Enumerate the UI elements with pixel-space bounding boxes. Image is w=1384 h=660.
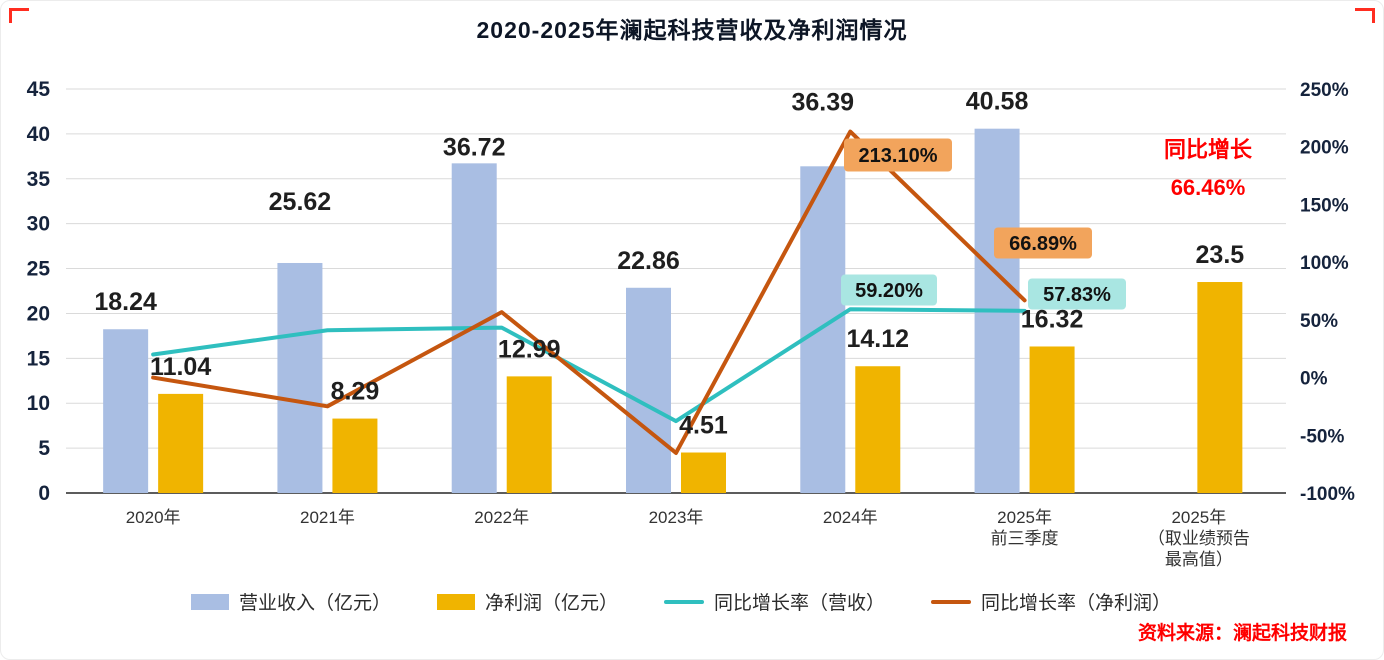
right-axis-tick: 50% [1300,311,1338,332]
callout-label: 57.83% [1043,284,1111,306]
left-axis-tick: 35 [27,168,51,191]
profit-bar [506,376,552,493]
growth-annotation-line1: 同比增长 [1163,137,1252,162]
legend-label-profit-growth: 同比增长率（净利润） [981,593,1172,614]
revenue-value-label: 36.72 [443,133,506,161]
source-note: 资料来源：澜起科技财报 [1137,623,1347,644]
profit-growth-line-swatch [931,599,972,604]
profit-bar [158,393,204,493]
revenue-bar [800,166,846,494]
left-axis-tick: 20 [27,302,50,325]
revenue-growth-line [151,307,1027,424]
legend-item-revenue: 营业收入（亿元） [190,588,391,615]
left-axis-tick: 25 [27,258,51,281]
right-axis-tick: 0% [1300,369,1328,390]
callout-label: 66.89% [1009,233,1077,255]
revenue-value-label: 18.24 [94,288,157,316]
revenue-bar [277,262,323,493]
left-axis-tick: 5 [38,437,50,460]
revenue-value-label: 25.62 [269,188,332,216]
revenue-bar [626,287,671,493]
right-axis-tick: 150% [1300,195,1349,216]
left-axis-tick: 10 [27,392,50,415]
right-axis-tick: -50% [1300,426,1344,447]
revenue-value-label: 36.39 [792,88,855,116]
profit-value-label: 11.04 [150,353,211,381]
left-axis-tick: 0 [38,482,50,505]
crop-mark-top-right-icon [1355,8,1375,23]
legend: 营业收入（亿元） 净利润（亿元） 同比增长率（营收） 同比增长率（净利润） [41,588,1321,615]
profit-bar [1197,282,1243,493]
right-axis-tick: 200% [1300,138,1349,159]
profit-value-label: 23.5 [1196,241,1245,269]
growth-annotation-line2: 66.46% [1170,175,1246,200]
callout-chip [844,138,952,172]
profit-bar [681,452,726,493]
legend-label-revenue-growth: 同比增长率（营收） [714,593,886,614]
chart-title: 2020-2025年澜起科技营收及净利润情况 [476,17,908,43]
revenue-bar [103,329,149,493]
revenue-value-label: 22.86 [617,247,680,275]
profit-bar [332,418,378,493]
legend-label-profit: 净利润（亿元） [484,593,618,614]
profit-value-label: 12.99 [498,335,561,363]
left-axis-tick: 40 [27,123,50,146]
legend-item-revenue-growth: 同比增长率（营收） [664,588,885,615]
revenue-bar-swatch [190,593,229,610]
profit-value-label: 16.32 [1021,305,1084,333]
revenue-value-label: 40.58 [966,88,1029,116]
left-axis-tick: 30 [27,213,50,236]
profit-value-label: 14.12 [847,325,910,353]
category-label: 2020年 [126,508,181,527]
legend-label-revenue: 营业收入（亿元） [238,593,391,614]
category-label: 2021年 [300,508,355,527]
legend-item-profit-growth: 同比增长率（净利润） [931,588,1171,615]
category-label: 2023年 [649,508,704,527]
left-axis-tick: 15 [27,347,51,370]
right-axis-tick: -100% [1300,484,1355,505]
category-label: 2025年前三季度 [991,508,1059,548]
callout-chip [841,274,937,306]
revenue-growth-line-swatch [664,599,704,604]
profit-bar [855,366,901,493]
callout-label: 59.20% [855,280,923,302]
profit-bar-swatch [436,593,475,610]
left-axis-tick: 45 [27,78,51,101]
crop-mark-top-left-icon [9,8,29,23]
callout-label: 213.10% [859,145,938,167]
callout-chip [994,227,1092,259]
legend-item-profit: 净利润（亿元） [436,588,618,615]
category-label: 2022年 [474,508,529,527]
category-label: 2024年 [823,508,878,527]
right-axis-tick: 100% [1300,253,1349,274]
right-axis-tick: 250% [1300,80,1349,101]
category-label: 2025年（取业绩预告最高值） [1148,508,1250,569]
growth-annotation: 同比增长 66.46% [1149,131,1267,207]
profit-value-label: 4.51 [679,412,728,440]
profit-value-label: 8.29 [331,378,380,406]
callout-chip [1028,278,1126,310]
profit-bar [1029,346,1075,493]
